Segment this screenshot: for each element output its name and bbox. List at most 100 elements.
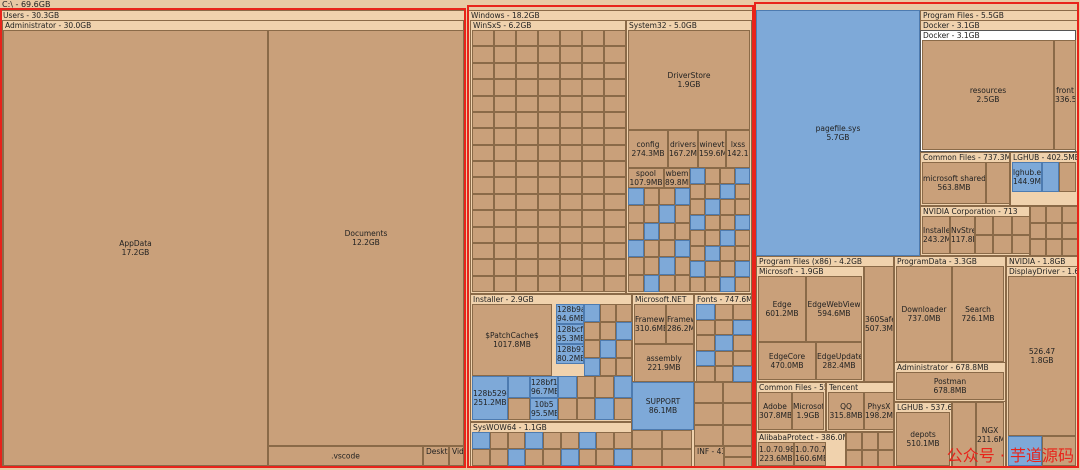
file-tile[interactable] [733,335,752,351]
file-tile[interactable] [846,450,862,468]
file-tile[interactable] [525,432,544,449]
file-tile[interactable] [604,226,626,243]
file-tile[interactable] [720,199,735,215]
file-tile[interactable] [714,350,734,367]
file-tile[interactable] [516,46,538,63]
file-tile[interactable] [643,274,659,292]
file-tile[interactable] [516,226,538,243]
file-tile[interactable] [472,177,494,194]
file-tile[interactable] [659,188,675,206]
file-tile[interactable] [604,177,626,194]
file-tile[interactable] [560,46,582,63]
file-tile[interactable] [600,304,616,322]
file-tile[interactable] [604,79,626,96]
file-tile[interactable] [674,274,690,292]
file-tile[interactable] [604,111,626,129]
file-tile[interactable] [604,95,626,112]
file-tile[interactable] [494,62,516,80]
file-tile[interactable] [878,432,894,450]
file-tile[interactable] [472,79,494,96]
file-tile[interactable] [560,128,582,145]
file-tile[interactable] [720,168,735,184]
file-tile[interactable] [628,222,644,240]
file-tile[interactable] [596,449,615,466]
file-tile[interactable] [604,161,626,178]
file-tile[interactable] [472,242,494,260]
file-tile[interactable] [560,193,582,211]
file-tile[interactable] [582,95,604,112]
file-tile[interactable] [538,193,560,211]
drivers-folder[interactable]: drivers 167.2MB [668,130,698,168]
search-folder[interactable]: Search 726.1MB [952,266,1004,362]
file-tile[interactable] [516,111,538,129]
file-tile[interactable] [582,210,604,227]
file-tile[interactable] [604,242,626,260]
file-tile[interactable] [596,432,615,449]
file-tile[interactable] [582,259,604,276]
file-tile[interactable] [560,226,582,243]
file-tile[interactable] [705,230,720,246]
file-tile[interactable] [543,432,561,449]
file-tile[interactable] [538,79,560,96]
file-tile[interactable] [690,183,705,199]
file-tile[interactable] [724,457,752,468]
file-tile[interactable] [1046,239,1062,256]
file-tile[interactable] [735,261,750,277]
physx-folder[interactable]: PhysX 198.2MB [864,392,894,430]
installer-item[interactable]: 128bcf7 95.3MB [556,324,584,344]
microsoft-shared-folder[interactable]: microsoft shared 563.8MB [922,162,986,204]
file-tile[interactable] [1011,235,1030,254]
file-tile[interactable] [494,95,516,112]
file-tile[interactable] [720,183,735,199]
file-tile[interactable] [494,259,516,276]
file-tile[interactable] [735,214,750,230]
file-tile[interactable] [560,177,582,194]
file-tile[interactable] [576,376,595,398]
file-tile[interactable] [538,144,560,161]
file-tile[interactable] [614,432,632,449]
file-tile[interactable] [1046,222,1062,240]
file-tile[interactable] [628,205,644,223]
assembly-folder[interactable]: assembly 221.9MB [634,344,694,382]
file-tile[interactable] [643,205,659,223]
file-tile[interactable] [674,257,690,275]
file-tile[interactable] [694,382,723,404]
file-tile[interactable] [1042,162,1059,192]
appdata-folder[interactable]: AppData 17.2GB [3,30,268,466]
file-tile[interactable] [705,199,720,215]
file-tile[interactable] [659,257,675,275]
file-tile[interactable] [560,30,582,47]
file-tile[interactable] [632,449,662,468]
file-tile[interactable] [604,30,626,47]
file-tile[interactable] [538,161,560,178]
file-tile[interactable] [582,46,604,63]
lxss-folder[interactable]: lxss 142.1MB [726,130,750,168]
file-tile[interactable] [628,274,644,292]
file-tile[interactable] [613,398,632,420]
file-tile[interactable] [516,144,538,161]
framework64-folder[interactable]: Framework64 286.2MB [666,304,694,344]
file-tile[interactable] [733,304,752,320]
file-tile[interactable] [1042,436,1076,466]
file-tile[interactable] [472,144,494,161]
file-tile[interactable] [694,424,723,446]
file-tile[interactable] [494,242,516,260]
file-tile[interactable] [696,304,715,320]
file-tile[interactable] [986,162,1010,204]
file-tile[interactable] [538,242,560,260]
file-tile[interactable] [582,275,604,292]
file-tile[interactable] [690,199,705,215]
file-tile[interactable] [714,319,734,336]
file-tile[interactable] [720,214,735,230]
file-tile[interactable] [560,449,579,466]
file-tile[interactable] [735,245,750,261]
file-tile[interactable] [584,358,600,376]
file-tile[interactable] [674,222,690,240]
file-tile[interactable] [595,398,614,420]
downloader-folder[interactable]: Downloader 737.0MB [896,266,952,362]
file-tile[interactable] [604,259,626,276]
file-tile[interactable] [720,261,735,277]
file-tile[interactable] [582,111,604,129]
file-tile[interactable] [628,257,644,275]
file-tile[interactable] [1046,206,1062,223]
